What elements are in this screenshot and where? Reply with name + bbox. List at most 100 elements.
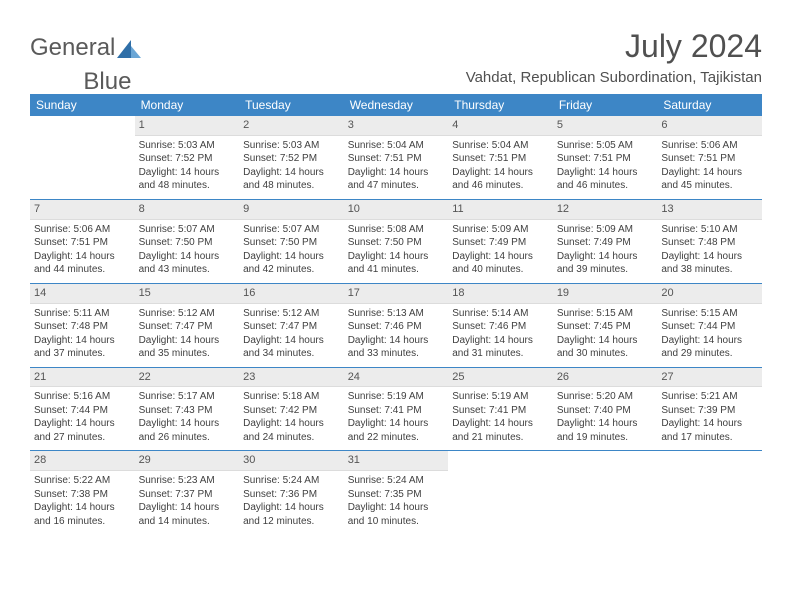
day-content: Sunrise: 5:21 AMSunset: 7:39 PMDaylight:… [657,387,762,450]
dayname-sat: Saturday [657,94,762,116]
sunrise-line: Sunrise: 5:24 AM [348,474,445,488]
day-cell: 3Sunrise: 5:04 AMSunset: 7:51 PMDaylight… [344,116,449,199]
daylight-line: Daylight: 14 hours and 31 minutes. [452,334,549,361]
sunset-line: Sunset: 7:52 PM [139,152,236,166]
day-content: Sunrise: 5:12 AMSunset: 7:47 PMDaylight:… [239,304,344,367]
day-number: 16 [239,284,344,304]
day-cell: 23Sunrise: 5:18 AMSunset: 7:42 PMDayligh… [239,367,344,451]
day-content: Sunrise: 5:22 AMSunset: 7:38 PMDaylight:… [30,471,135,534]
day-cell [30,116,135,199]
day-number: 13 [657,200,762,220]
day-cell: 11Sunrise: 5:09 AMSunset: 7:49 PMDayligh… [448,199,553,283]
week-row: 1Sunrise: 5:03 AMSunset: 7:52 PMDaylight… [30,116,762,199]
logo: General Blue [30,34,141,62]
sunrise-line: Sunrise: 5:23 AM [139,474,236,488]
dayname-mon: Monday [135,94,240,116]
sunrise-line: Sunrise: 5:10 AM [661,223,758,237]
day-content: Sunrise: 5:19 AMSunset: 7:41 PMDaylight:… [448,387,553,450]
day-content: Sunrise: 5:07 AMSunset: 7:50 PMDaylight:… [135,220,240,283]
day-content: Sunrise: 5:06 AMSunset: 7:51 PMDaylight:… [657,136,762,199]
daylight-line: Daylight: 14 hours and 43 minutes. [139,250,236,277]
sunset-line: Sunset: 7:49 PM [557,236,654,250]
day-number: 28 [30,451,135,471]
day-content: Sunrise: 5:14 AMSunset: 7:46 PMDaylight:… [448,304,553,367]
day-number: 4 [448,116,553,136]
sunrise-line: Sunrise: 5:20 AM [557,390,654,404]
daylight-line: Daylight: 14 hours and 19 minutes. [557,417,654,444]
day-content: Sunrise: 5:11 AMSunset: 7:48 PMDaylight:… [30,304,135,367]
day-cell: 15Sunrise: 5:12 AMSunset: 7:47 PMDayligh… [135,283,240,367]
day-number: 5 [553,116,658,136]
day-number: 29 [135,451,240,471]
day-content: Sunrise: 5:16 AMSunset: 7:44 PMDaylight:… [30,387,135,450]
daylight-line: Daylight: 14 hours and 42 minutes. [243,250,340,277]
sunrise-line: Sunrise: 5:06 AM [34,223,131,237]
sunrise-line: Sunrise: 5:19 AM [348,390,445,404]
day-cell: 18Sunrise: 5:14 AMSunset: 7:46 PMDayligh… [448,283,553,367]
sunrise-line: Sunrise: 5:08 AM [348,223,445,237]
day-content: Sunrise: 5:17 AMSunset: 7:43 PMDaylight:… [135,387,240,450]
day-cell: 21Sunrise: 5:16 AMSunset: 7:44 PMDayligh… [30,367,135,451]
day-number: 19 [553,284,658,304]
sunset-line: Sunset: 7:37 PM [139,488,236,502]
sunset-line: Sunset: 7:44 PM [661,320,758,334]
day-number: 2 [239,116,344,136]
daylight-line: Daylight: 14 hours and 38 minutes. [661,250,758,277]
daylight-line: Daylight: 14 hours and 21 minutes. [452,417,549,444]
daylight-line: Daylight: 14 hours and 35 minutes. [139,334,236,361]
day-cell: 16Sunrise: 5:12 AMSunset: 7:47 PMDayligh… [239,283,344,367]
day-number: 12 [553,200,658,220]
day-content: Sunrise: 5:12 AMSunset: 7:47 PMDaylight:… [135,304,240,367]
sunrise-line: Sunrise: 5:05 AM [557,139,654,153]
day-number: 9 [239,200,344,220]
daylight-line: Daylight: 14 hours and 14 minutes. [139,501,236,528]
day-number: 25 [448,368,553,388]
day-number: 10 [344,200,449,220]
day-cell: 7Sunrise: 5:06 AMSunset: 7:51 PMDaylight… [30,199,135,283]
sunrise-line: Sunrise: 5:14 AM [452,307,549,321]
sunset-line: Sunset: 7:46 PM [452,320,549,334]
day-cell: 27Sunrise: 5:21 AMSunset: 7:39 PMDayligh… [657,367,762,451]
day-cell: 28Sunrise: 5:22 AMSunset: 7:38 PMDayligh… [30,451,135,534]
sunset-line: Sunset: 7:50 PM [243,236,340,250]
day-content: Sunrise: 5:24 AMSunset: 7:36 PMDaylight:… [239,471,344,534]
daylight-line: Daylight: 14 hours and 12 minutes. [243,501,340,528]
sunset-line: Sunset: 7:36 PM [243,488,340,502]
day-content: Sunrise: 5:08 AMSunset: 7:50 PMDaylight:… [344,220,449,283]
day-cell: 19Sunrise: 5:15 AMSunset: 7:45 PMDayligh… [553,283,658,367]
daylight-line: Daylight: 14 hours and 48 minutes. [243,166,340,193]
day-number: 6 [657,116,762,136]
day-cell: 30Sunrise: 5:24 AMSunset: 7:36 PMDayligh… [239,451,344,534]
sunrise-line: Sunrise: 5:21 AM [661,390,758,404]
day-cell: 12Sunrise: 5:09 AMSunset: 7:49 PMDayligh… [553,199,658,283]
sunrise-line: Sunrise: 5:24 AM [243,474,340,488]
day-number: 14 [30,284,135,304]
day-cell: 24Sunrise: 5:19 AMSunset: 7:41 PMDayligh… [344,367,449,451]
sunrise-line: Sunrise: 5:09 AM [557,223,654,237]
day-content: Sunrise: 5:03 AMSunset: 7:52 PMDaylight:… [135,136,240,199]
dayname-sun: Sunday [30,94,135,116]
sunrise-line: Sunrise: 5:07 AM [243,223,340,237]
day-cell: 20Sunrise: 5:15 AMSunset: 7:44 PMDayligh… [657,283,762,367]
day-content: Sunrise: 5:04 AMSunset: 7:51 PMDaylight:… [448,136,553,199]
sunset-line: Sunset: 7:47 PM [243,320,340,334]
sunrise-line: Sunrise: 5:12 AM [243,307,340,321]
sunrise-line: Sunrise: 5:13 AM [348,307,445,321]
sunrise-line: Sunrise: 5:15 AM [661,307,758,321]
dayname-fri: Friday [553,94,658,116]
sunrise-line: Sunrise: 5:15 AM [557,307,654,321]
daylight-line: Daylight: 14 hours and 24 minutes. [243,417,340,444]
day-number: 8 [135,200,240,220]
sunrise-line: Sunrise: 5:11 AM [34,307,131,321]
day-content: Sunrise: 5:03 AMSunset: 7:52 PMDaylight:… [239,136,344,199]
month-title: July 2024 [466,28,762,65]
header: General Blue July 2024 Vahdat, Republica… [30,28,762,86]
sunset-line: Sunset: 7:40 PM [557,404,654,418]
sunrise-line: Sunrise: 5:12 AM [139,307,236,321]
day-number: 3 [344,116,449,136]
dayname-thu: Thursday [448,94,553,116]
sunset-line: Sunset: 7:46 PM [348,320,445,334]
dayname-row: Sunday Monday Tuesday Wednesday Thursday… [30,94,762,116]
daylight-line: Daylight: 14 hours and 41 minutes. [348,250,445,277]
day-number: 11 [448,200,553,220]
